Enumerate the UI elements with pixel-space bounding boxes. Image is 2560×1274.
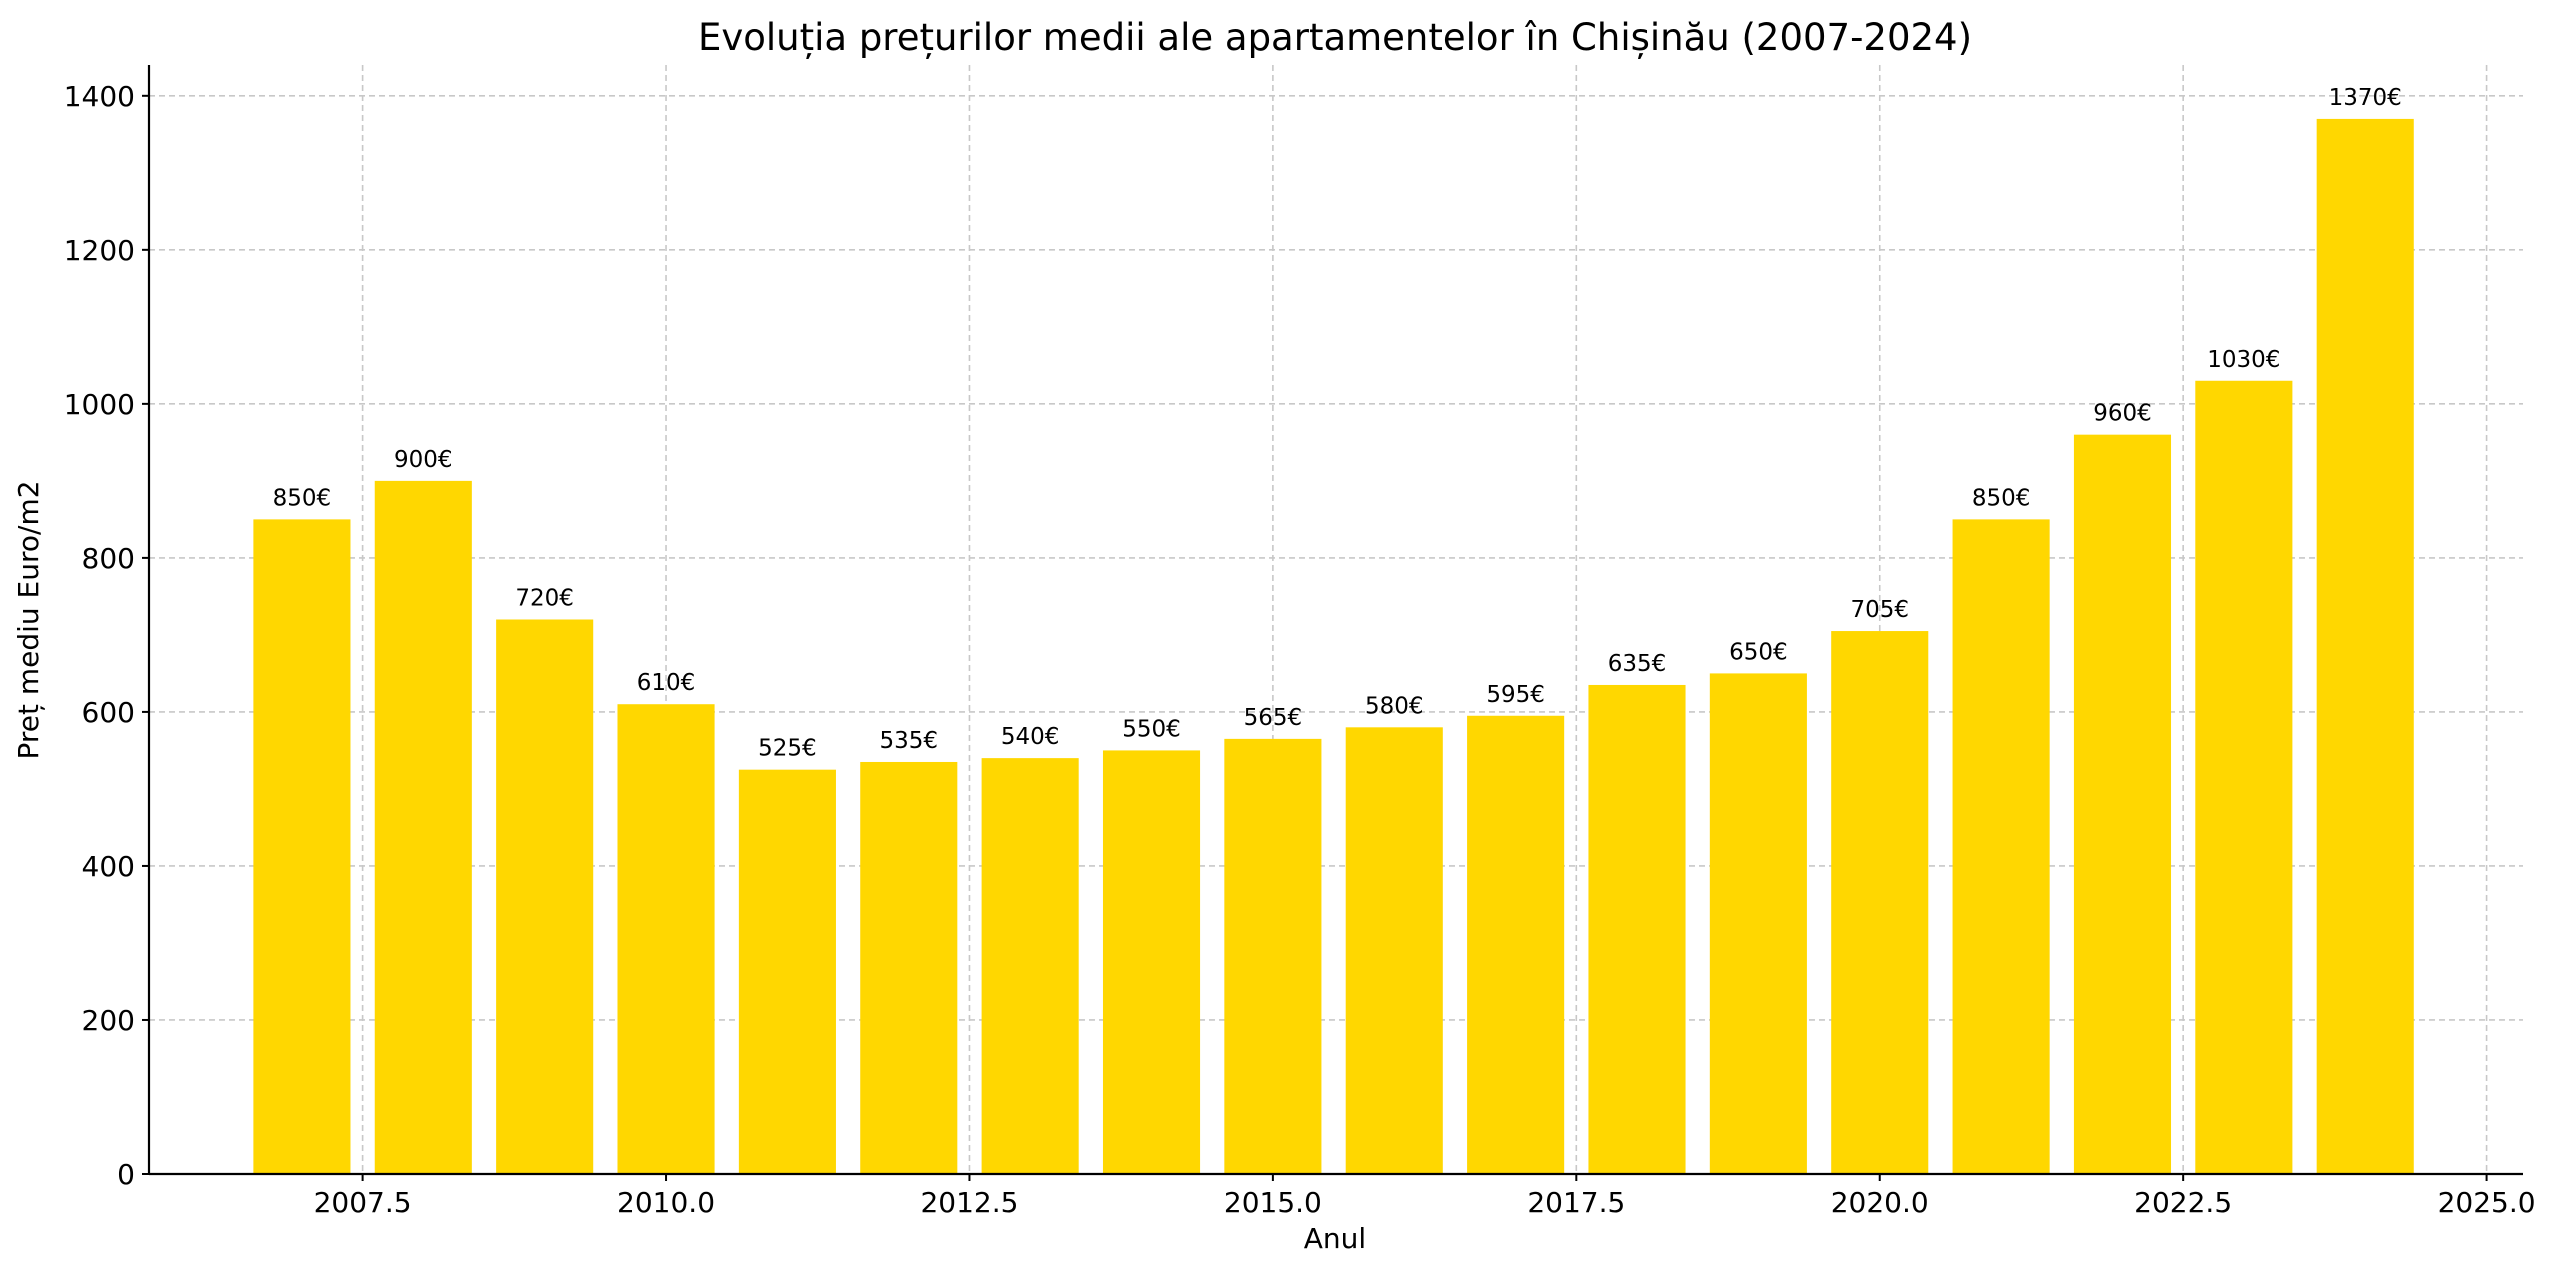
x-axis-label: Anul	[1304, 1222, 1366, 1255]
bar-value-label: 650€	[1729, 639, 1788, 665]
bar-value-label: 565€	[1244, 705, 1303, 731]
bar	[2195, 380, 2293, 1174]
x-tick-label: 2025.0	[2438, 1186, 2536, 1219]
bar	[738, 769, 836, 1174]
bar	[617, 704, 715, 1174]
bar-value-label: 705€	[1850, 597, 1909, 623]
bar	[374, 480, 472, 1174]
bar-value-label: 1030€	[2207, 347, 2280, 373]
bar	[496, 619, 594, 1174]
axes: 0 200 400 600 800 1000 1200 1400 2007.5 2010.0 201…	[64, 65, 2536, 1219]
x-tick-label: 2020.0	[1831, 1186, 1929, 1219]
bar-value-label: 535€	[880, 728, 939, 754]
bar-value-label: 550€	[1122, 716, 1181, 742]
bar-value-label: 720€	[515, 586, 574, 612]
bar	[1102, 750, 1201, 1174]
y-tick-label: 1000	[64, 388, 135, 421]
bar	[981, 758, 1079, 1174]
x-tick-label: 2017.5	[1527, 1186, 1625, 1219]
bar	[1952, 519, 2050, 1174]
bar-value-label: 1370€	[2329, 85, 2402, 111]
x-tick-label: 2015.0	[1224, 1186, 1322, 1219]
bar-value-label: 850€	[1972, 485, 2031, 511]
bar	[1709, 673, 1807, 1174]
x-tick-label: 2022.5	[2134, 1186, 2232, 1219]
bar-value-label: 635€	[1608, 651, 1667, 677]
y-tick-label: 0	[117, 1158, 135, 1191]
bar-value-label: 525€	[758, 736, 817, 762]
bar	[253, 519, 351, 1174]
x-tick-label: 2010.0	[617, 1186, 715, 1219]
bar	[2316, 118, 2414, 1175]
bar-value-label: 580€	[1365, 693, 1424, 719]
y-axis-label: Preț mediu Euro/m2	[12, 480, 45, 759]
bar	[1224, 738, 1322, 1174]
chart-title: Evoluția prețurilor medii ale apartament…	[698, 16, 1972, 59]
bar	[1345, 727, 1443, 1174]
x-tick-label: 2007.5	[314, 1186, 412, 1219]
bar	[1467, 715, 1565, 1174]
bar-value-label: 595€	[1486, 682, 1545, 708]
bar	[1831, 631, 1929, 1174]
x-tick-label: 2012.5	[920, 1186, 1018, 1219]
bar	[2073, 434, 2172, 1175]
bar-value-label: 610€	[637, 670, 696, 696]
bars	[253, 118, 2414, 1175]
bar	[1588, 684, 1686, 1174]
y-tick-label: 400	[82, 850, 135, 883]
y-tick-label: 600	[82, 696, 135, 729]
y-tick-label: 1200	[64, 234, 135, 267]
y-tick-label: 200	[82, 1004, 135, 1037]
bar-value-label: 960€	[2093, 401, 2152, 427]
y-tick-label: 800	[82, 542, 135, 575]
y-tick-label: 1400	[64, 80, 135, 113]
data-labels: 850€ 900€ 720€ 610€ 525€ 535€ 540€ 550€ 565€ 580€…	[273, 85, 2402, 762]
bar-value-label: 900€	[394, 447, 453, 473]
bar-value-label: 540€	[1001, 724, 1060, 750]
bar	[860, 761, 958, 1174]
bar-value-label: 850€	[273, 485, 332, 511]
